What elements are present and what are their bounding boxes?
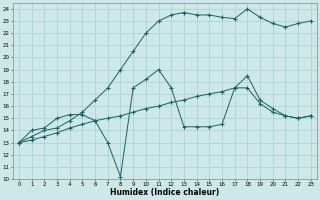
X-axis label: Humidex (Indice chaleur): Humidex (Indice chaleur) — [110, 188, 220, 197]
